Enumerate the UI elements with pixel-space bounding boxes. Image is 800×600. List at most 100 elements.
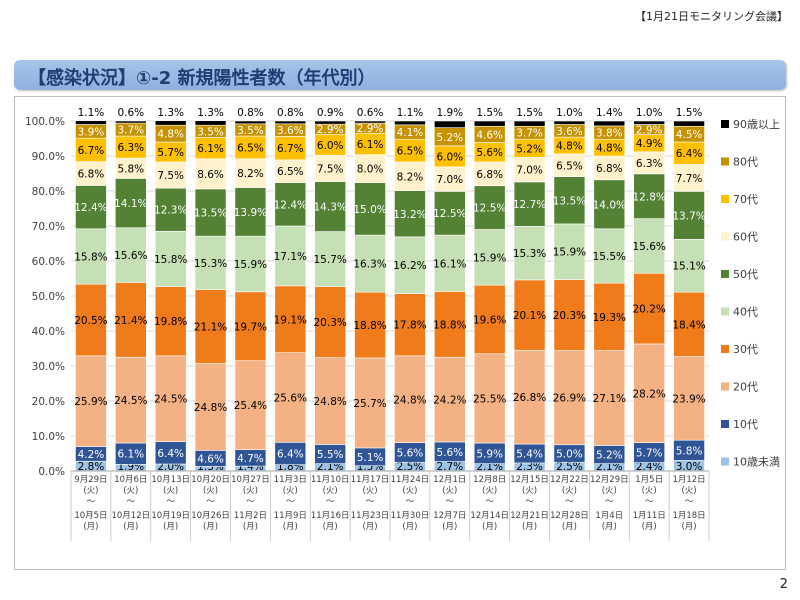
data-label: 14.0% [593,199,626,211]
data-label: 1.3% [197,107,224,119]
data-label: 5.9% [476,448,503,460]
x-tick-end: 1月4日 [595,511,623,521]
title-bar: 【感染状況】①-2 新規陽性者数（年代別） [14,60,786,90]
x-tick-start-day: (火) [482,486,497,496]
x-tick-start-day: (火) [323,486,338,496]
bar-segment [154,230,187,287]
data-label: 20.3% [314,317,347,329]
data-label: 13.5% [194,208,227,220]
data-label: 16.1% [433,258,466,270]
bar-segment [115,227,147,283]
bar-segment [633,272,665,345]
data-label: 21.4% [114,315,147,327]
bar-segment [434,356,466,443]
x-tick-end-day: (月) [323,522,338,532]
data-label: 19.7% [234,321,267,333]
bar-segment [75,185,107,230]
data-label: 1.0% [556,107,583,119]
bar-segment [633,173,665,219]
data-label: 5.7% [636,448,663,460]
legend-label: 40代 [733,306,758,319]
bar-segment [593,350,626,446]
data-label: 5.6% [476,147,503,159]
x-tick-start-day: (火) [522,486,537,496]
data-label: 1.1% [397,107,424,119]
data-label: 8.6% [197,169,224,181]
data-label: 13.2% [393,209,426,221]
data-label: 0.6% [357,107,384,119]
bar-segment [553,176,586,225]
x-tick-start: 11月10日 [311,475,350,485]
legend-swatch [721,120,729,128]
bar-segment [354,234,386,293]
data-label: 6.1% [357,139,384,151]
x-tick-start-day: (火) [562,486,577,496]
x-tick-end-day: (月) [522,522,537,532]
data-label: 5.6% [436,447,463,459]
x-tick-end-day: (月) [442,522,457,532]
data-label: 1.3% [157,107,184,119]
data-label: 15.3% [513,248,546,260]
data-label: 8.2% [397,171,424,183]
data-label: 7.5% [157,170,184,182]
x-tick-tilde: 〜 [685,497,694,507]
x-tick-tilde: 〜 [286,497,295,507]
legend-label: 10歳未満 [733,456,780,469]
x-tick-start: 11月24日 [391,475,430,485]
x-tick-start: 12月1日 [433,475,466,485]
bar-segment [314,154,346,182]
data-label: 2.1% [596,461,623,473]
bar-segment [473,120,506,127]
bar-segment [473,353,506,444]
x-tick-end-day: (月) [123,522,138,532]
data-label: 7.5% [317,163,344,175]
data-label: 6.8% [596,163,623,175]
data-label: 15.6% [633,241,666,253]
data-label: 2.4% [636,461,663,473]
bar-segment [673,164,705,192]
data-label: 16.3% [353,259,386,271]
data-label: 6.4% [277,449,304,461]
data-label: 4.8% [556,141,583,153]
data-label: 14.3% [314,202,347,214]
bar-segment [553,120,586,125]
data-label: 19.3% [593,312,626,324]
data-label: 4.8% [596,143,623,155]
data-label: 3.7% [117,125,144,137]
data-label: 0.8% [277,107,304,119]
data-label: 5.2% [516,143,543,155]
bar-segment [513,120,546,127]
legend-swatch [721,382,729,391]
legend-label: 70代 [733,193,758,206]
x-tick-tilde: 〜 [127,497,136,507]
data-label: 6.3% [117,142,144,154]
bar-segment [314,120,346,125]
bar-segment [553,350,586,446]
legend-label: 60代 [733,231,758,244]
legend-swatch [721,232,729,241]
bar-segment [154,187,187,232]
data-label: 1.1% [78,107,105,119]
data-label: 3.5% [197,126,224,138]
data-label: 18.8% [433,319,466,331]
data-label: 6.0% [317,140,344,152]
data-label: 0.9% [317,107,344,119]
data-label: 13.5% [553,195,586,207]
data-label: 13.9% [234,207,267,219]
data-label: 5.4% [516,449,543,461]
bar-segment [434,234,466,292]
data-label: 2.5% [556,461,583,473]
bar-segment [75,120,107,125]
data-label: 15.7% [314,254,347,266]
x-tick-start: 1月12日 [672,475,705,485]
bar-segment [154,120,187,126]
data-label: 15.9% [553,247,586,259]
legend-swatch [721,270,729,278]
x-tick-start: 12月22日 [550,475,589,485]
x-tick-end-day: (月) [402,522,417,532]
bar-segment [234,120,267,125]
x-tick-start-day: (火) [243,486,258,496]
data-label: 3.5% [237,125,264,137]
bar-segment [513,226,546,281]
x-tick-start: 10月13日 [151,475,190,485]
